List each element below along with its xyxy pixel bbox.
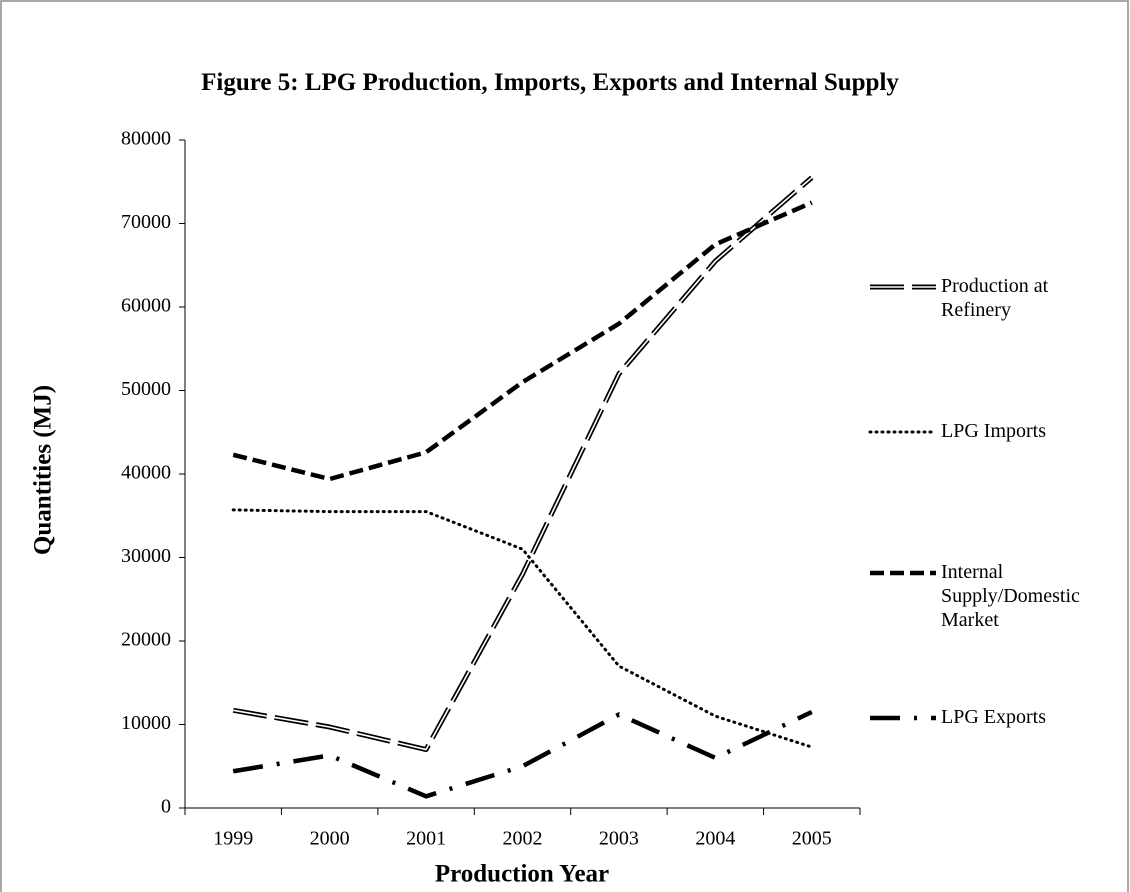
x-axis-title: Production Year — [435, 861, 609, 888]
series-line — [232, 175, 814, 753]
y-tick-label: 60000 — [121, 295, 171, 317]
y-tick-label: 10000 — [121, 712, 171, 734]
x-tick-label: 2005 — [792, 828, 832, 850]
y-tick-label: 70000 — [121, 211, 171, 233]
y-tick-label: 40000 — [121, 462, 171, 484]
y-tick-label: 0 — [161, 796, 171, 818]
x-tick-label: 2003 — [599, 828, 639, 850]
y-tick-label: 30000 — [121, 545, 171, 567]
legend-label: LPG Exports — [941, 706, 1046, 728]
legend-label: Internal Supply/Domestic Market — [941, 561, 1080, 631]
series-line-inner — [233, 176, 813, 751]
x-tick-label: 2004 — [695, 828, 735, 850]
x-tick-label: 2000 — [310, 828, 350, 850]
y-tick-label: 20000 — [121, 629, 171, 651]
legend-label: LPG Imports — [941, 420, 1046, 442]
chart-title: Figure 5: LPG Production, Imports, Expor… — [201, 69, 899, 96]
x-tick-label: 2002 — [503, 828, 543, 850]
x-tick-label: 2001 — [406, 828, 446, 850]
legend-label: Production at Refinery — [941, 275, 1049, 321]
x-tick-label: 1999 — [213, 828, 253, 850]
series-line — [232, 200, 813, 482]
y-axis-title: Quantities (MJ) — [30, 385, 57, 555]
y-tick-label: 50000 — [121, 378, 171, 400]
series-line — [231, 508, 814, 749]
y-tick-label: 80000 — [121, 128, 171, 150]
